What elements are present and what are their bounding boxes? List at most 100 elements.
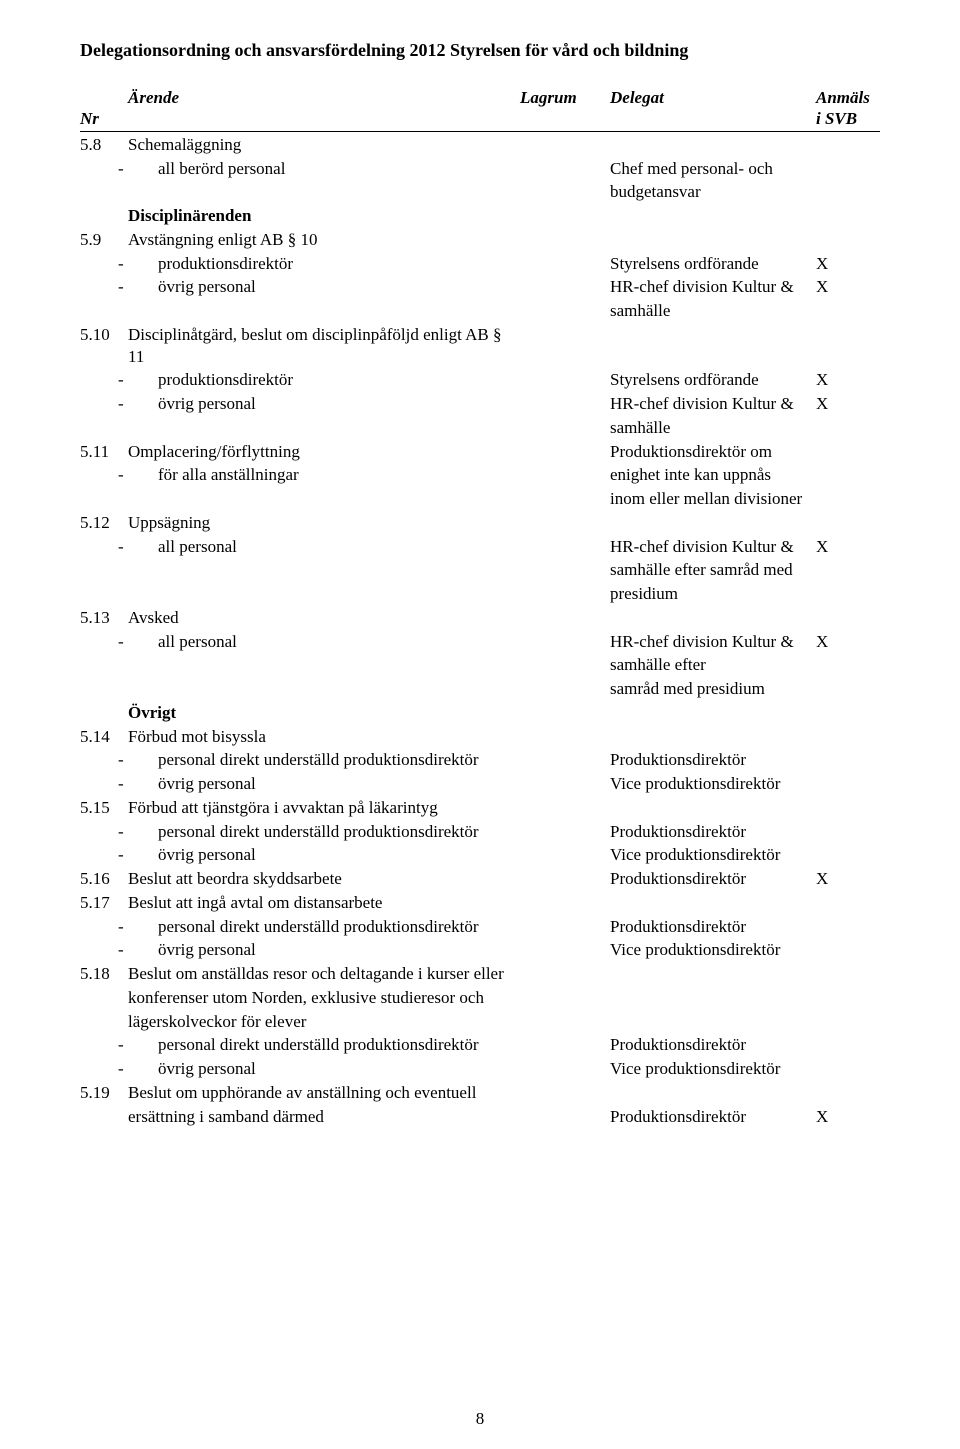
row-nr: 5.15 <box>80 797 128 819</box>
header-lagrum: Lagrum <box>520 87 610 109</box>
row-title: Beslut att ingå avtal om distansarbete <box>128 892 520 914</box>
table-row: produktionsdirektör Styrelsens ordförand… <box>80 253 880 275</box>
row-delegat: Vice produktionsdirektör <box>610 939 816 961</box>
document-title: Delegationsordning och ansvarsfördelning… <box>80 40 880 61</box>
table-row: 5.12 Uppsägning <box>80 512 880 534</box>
row-delegat: samhälle <box>610 300 816 322</box>
row-nr: 5.8 <box>80 134 128 156</box>
table-row: övrig personal HR-chef division Kultur &… <box>80 276 880 298</box>
row-anm: X <box>816 1106 880 1128</box>
row-delegat: Produktionsdirektör <box>610 1106 816 1128</box>
row-bullet: övrig personal <box>128 393 520 415</box>
row-delegat: Produktionsdirektör <box>610 749 816 771</box>
row-nr: 5.19 <box>80 1082 128 1104</box>
row-anm: X <box>816 276 880 298</box>
table-row: 5.13 Avsked <box>80 607 880 629</box>
table-row: samhälle <box>80 417 880 439</box>
row-title: Avstängning enligt AB § 10 <box>128 229 520 251</box>
table-header-top: Ärende Lagrum Delegat Anmäls <box>80 87 880 109</box>
table-row: personal direkt underställd produktionsd… <box>80 916 880 938</box>
header-delegat: Delegat <box>610 87 816 109</box>
row-delegat: Produktionsdirektör <box>610 821 816 843</box>
row-line: Beslut om upphörande av anställning och … <box>128 1082 520 1104</box>
row-nr: 5.14 <box>80 726 128 748</box>
table-row: personal direkt underställd produktionsd… <box>80 821 880 843</box>
section-heading: Disciplinärenden <box>128 205 520 227</box>
row-bullet: personal direkt underställd produktionsd… <box>128 749 520 771</box>
row-bullet: övrig personal <box>128 773 520 795</box>
row-bullet: övrig personal <box>128 276 520 298</box>
row-delegat: inom eller mellan divisioner <box>610 488 816 510</box>
row-delegat: samråd med presidium <box>610 678 816 700</box>
row-bullet: produktionsdirektör <box>128 253 520 275</box>
table-row: 5.8 Schemaläggning <box>80 134 880 156</box>
row-title: Uppsägning <box>128 512 520 534</box>
table-header-bottom: Nr i SVB <box>80 109 880 132</box>
table-row: 5.9 Avstängning enligt AB § 10 <box>80 229 880 251</box>
row-anm: X <box>816 868 880 890</box>
row-bullet: övrig personal <box>128 939 520 961</box>
row-title: Förbud att tjänstgöra i avvaktan på läka… <box>128 797 520 819</box>
row-nr: 5.11 <box>80 441 128 463</box>
table-row: samhälle <box>80 300 880 322</box>
table-row: all personal HR-chef division Kultur & X <box>80 631 880 653</box>
row-bullet: all personal <box>128 631 520 653</box>
row-delegat: Vice produktionsdirektör <box>610 773 816 795</box>
table-row: för alla anställningar enighet inte kan … <box>80 464 880 486</box>
table-row: all personal HR-chef division Kultur & X <box>80 536 880 558</box>
table-row: övrig personal Vice produktionsdirektör <box>80 844 880 866</box>
row-bullet: personal direkt underställd produktionsd… <box>128 916 520 938</box>
row-nr: 5.18 <box>80 963 128 985</box>
row-delegat: samhälle efter <box>610 654 816 676</box>
table-row: 5.15 Förbud att tjänstgöra i avvaktan på… <box>80 797 880 819</box>
row-delegat: Chef med personal- och <box>610 158 816 180</box>
table-row: 5.14 Förbud mot bisyssla <box>80 726 880 748</box>
table-row: personal direkt underställd produktionsd… <box>80 1034 880 1056</box>
row-title: Beslut att beordra skyddsarbete <box>128 868 520 890</box>
row-anm: X <box>816 369 880 391</box>
table-row: ersättning i samband därmed Produktionsd… <box>80 1106 880 1128</box>
row-delegat: Styrelsens ordförande <box>610 369 816 391</box>
row-bullet: all berörd personal <box>128 158 520 180</box>
section-heading: Övrigt <box>128 702 520 724</box>
page-number: 8 <box>0 1409 960 1429</box>
row-delegat: presidium <box>610 583 816 605</box>
row-delegat: HR-chef division Kultur & <box>610 536 816 558</box>
row-delegat: samhälle efter samråd med <box>610 559 816 581</box>
row-title: Avsked <box>128 607 520 629</box>
table-row: inom eller mellan divisioner <box>80 488 880 510</box>
table-row: övrig personal HR-chef division Kultur &… <box>80 393 880 415</box>
table-row: 5.11 Omplacering/förflyttning Produktion… <box>80 441 880 463</box>
row-nr: 5.10 <box>80 324 128 346</box>
table-row: 5.18 Beslut om anställdas resor och delt… <box>80 963 880 985</box>
table-row: Övrigt <box>80 702 880 724</box>
row-anm: X <box>816 393 880 415</box>
table-row: produktionsdirektör Styrelsens ordförand… <box>80 369 880 391</box>
row-title: Omplacering/förflyttning <box>128 441 520 463</box>
row-delegat: samhälle <box>610 417 816 439</box>
row-line: lägerskolveckor för elever <box>128 1011 520 1033</box>
row-nr: 5.16 <box>80 868 128 890</box>
table-row: 5.10 Disciplinåtgärd, beslut om discipli… <box>80 324 880 368</box>
page: Delegationsordning och ansvarsfördelning… <box>0 0 960 1449</box>
row-delegat: Produktionsdirektör om <box>610 441 816 463</box>
table-row: övrig personal Vice produktionsdirektör <box>80 1058 880 1080</box>
header-isvb: i SVB <box>816 109 880 129</box>
row-bullet: produktionsdirektör <box>128 369 520 391</box>
table-row: budgetansvar <box>80 181 880 203</box>
row-delegat: Vice produktionsdirektör <box>610 844 816 866</box>
table-row: 5.17 Beslut att ingå avtal om distansarb… <box>80 892 880 914</box>
table-row: personal direkt underställd produktionsd… <box>80 749 880 771</box>
table-row: samråd med presidium <box>80 678 880 700</box>
row-line: konferenser utom Norden, exklusive studi… <box>128 987 520 1009</box>
row-delegat: Produktionsdirektör <box>610 1034 816 1056</box>
row-delegat: enighet inte kan uppnås <box>610 464 816 486</box>
row-delegat: Styrelsens ordförande <box>610 253 816 275</box>
row-line: ersättning i samband därmed <box>128 1106 520 1128</box>
table-row: övrig personal Vice produktionsdirektör <box>80 939 880 961</box>
table-row: all berörd personal Chef med personal- o… <box>80 158 880 180</box>
row-bullet: övrig personal <box>128 1058 520 1080</box>
table-row: 5.16 Beslut att beordra skyddsarbete Pro… <box>80 868 880 890</box>
row-bullet: personal direkt underställd produktionsd… <box>128 821 520 843</box>
row-bullet: all personal <box>128 536 520 558</box>
